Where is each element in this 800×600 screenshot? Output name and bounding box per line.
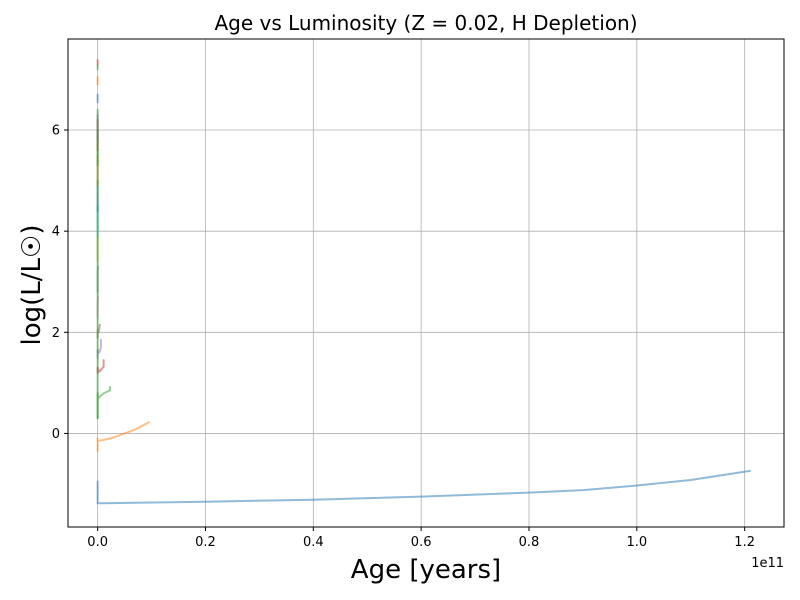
x-tick-label: 0.0 bbox=[87, 535, 108, 550]
x-tick-label: 1.2 bbox=[734, 535, 755, 550]
x-offset-label: 1e11 bbox=[751, 556, 784, 571]
y-tick-label: 4 bbox=[52, 225, 60, 240]
series-line-3 bbox=[96, 385, 112, 420]
x-tick-label: 0.2 bbox=[195, 535, 216, 550]
y-tick-label: 0 bbox=[52, 427, 60, 442]
x-tick-label: 1.0 bbox=[626, 535, 647, 550]
x-tick-label: 0.8 bbox=[519, 535, 540, 550]
grid bbox=[68, 39, 784, 527]
plot-frame bbox=[67, 38, 785, 528]
y-axis-label: log(L/L☉) bbox=[17, 225, 47, 346]
x-tick-label: 0.6 bbox=[411, 535, 432, 550]
series-line-2 bbox=[96, 421, 150, 453]
series-group bbox=[96, 59, 752, 505]
x-tick-label: 0.4 bbox=[303, 535, 324, 550]
x-axis-label: Age [years] bbox=[351, 555, 501, 585]
series-line-1 bbox=[96, 469, 752, 505]
chart-title: Age vs Luminosity (Z = 0.02, H Depletion… bbox=[214, 11, 637, 35]
y-ticks: 0 2 4 6 bbox=[52, 124, 68, 442]
x-ticks: 0.0 0.2 0.4 0.6 0.8 1.0 1.2 bbox=[87, 527, 755, 550]
y-tick-label: 2 bbox=[52, 326, 60, 341]
y-tick-label: 6 bbox=[52, 124, 60, 139]
